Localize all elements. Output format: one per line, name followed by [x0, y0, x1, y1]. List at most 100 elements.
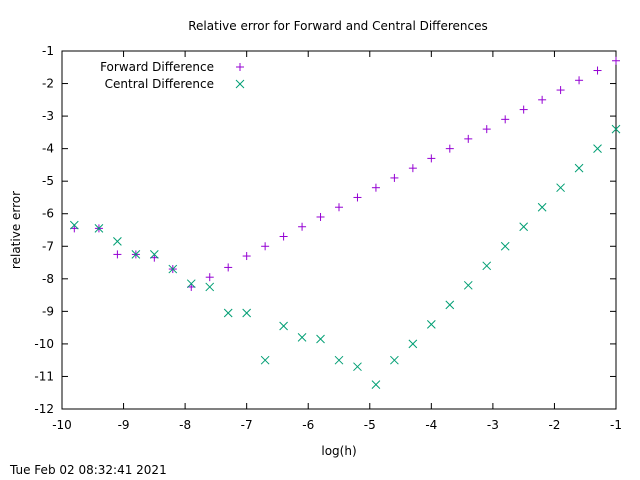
marker-stroke [205, 282, 215, 292]
y-tick-label: -11 [34, 369, 54, 383]
data-point [501, 115, 510, 124]
marker-stroke [235, 79, 245, 89]
data-point [353, 193, 362, 202]
data-point [463, 280, 473, 290]
x-axis-label: log(h) [321, 444, 356, 458]
marker-stroke [149, 250, 159, 259]
marker-stroke [574, 163, 584, 173]
x-tick-label: -8 [179, 418, 191, 432]
marker-stroke [353, 362, 362, 372]
plot-timestamp: Tue Feb 02 08:32:41 2021 [10, 463, 167, 477]
data-point [519, 105, 528, 114]
marker-stroke [131, 250, 141, 259]
data-point [260, 355, 270, 365]
marker-stroke [463, 280, 473, 290]
y-tick-label: -8 [42, 272, 54, 286]
x-tick-label: -5 [364, 418, 376, 432]
y-tick-label: -1 [42, 44, 54, 58]
marker-stroke [69, 220, 79, 230]
data-point [482, 125, 491, 134]
data-point [556, 86, 565, 95]
y-tick-label: -2 [42, 77, 54, 91]
data-point [445, 144, 454, 153]
marker-stroke [611, 124, 621, 134]
marker-stroke [242, 308, 252, 318]
marker-stroke [186, 279, 196, 289]
data-point [482, 261, 492, 271]
marker-stroke [593, 144, 602, 153]
chart-title: Relative error for Forward and Central D… [188, 19, 487, 33]
marker-stroke [279, 321, 288, 331]
data-point [113, 237, 122, 246]
y-tick-label: -5 [42, 174, 54, 188]
data-point [445, 300, 455, 310]
marker-stroke [371, 380, 381, 389]
data-point [612, 56, 620, 65]
y-tick-label: -9 [42, 304, 54, 318]
data-point [279, 321, 288, 331]
marker-stroke [408, 339, 418, 349]
marker-stroke [334, 355, 344, 365]
y-tick-label: -6 [42, 207, 54, 221]
plot-area-border [61, 50, 617, 410]
marker-stroke [390, 355, 399, 365]
data-point [538, 95, 547, 104]
data-point [224, 263, 233, 272]
marker-stroke [297, 333, 307, 342]
marker-stroke [426, 320, 436, 329]
data-point [223, 308, 233, 318]
data-point [168, 264, 178, 274]
legend-marker [235, 79, 245, 89]
data-point [69, 220, 79, 230]
marker-stroke [223, 308, 233, 318]
data-point [611, 124, 621, 134]
data-point [131, 250, 141, 259]
x-tick-label: -2 [548, 418, 560, 432]
marker-stroke [500, 241, 510, 251]
data-point [334, 355, 344, 365]
x-tick-label: -7 [241, 418, 253, 432]
y-axis-label: relative error [9, 191, 23, 269]
x-tick-label: -3 [487, 418, 499, 432]
y-tick-label: -7 [42, 239, 54, 253]
data-point [519, 222, 529, 232]
data-point [500, 241, 510, 251]
data-point [537, 202, 547, 212]
data-point [316, 334, 325, 344]
data-point [556, 183, 565, 193]
data-point [390, 173, 399, 182]
data-point [593, 66, 602, 75]
y-tick-label: -12 [34, 402, 54, 416]
marker-stroke [113, 237, 122, 246]
data-point [94, 224, 104, 233]
marker-stroke [482, 261, 492, 271]
data-point [149, 250, 159, 259]
data-point [593, 144, 602, 153]
data-point [297, 333, 307, 342]
y-tick-label: -3 [42, 109, 54, 123]
x-tick-label: -6 [302, 418, 314, 432]
data-point [242, 252, 251, 261]
legend-label: Forward Difference [100, 60, 214, 74]
x-tick-label: -9 [118, 418, 130, 432]
data-point [408, 339, 418, 349]
data-point [575, 76, 584, 85]
data-points [69, 56, 621, 389]
data-point [427, 154, 436, 163]
marker-stroke [168, 264, 178, 274]
data-point [464, 134, 473, 143]
data-point [261, 242, 270, 251]
data-point [205, 282, 215, 292]
marker-stroke [556, 183, 565, 193]
x-tick-label: -1 [610, 418, 622, 432]
marker-stroke [260, 355, 270, 365]
legend-marker [236, 63, 244, 71]
legend: Forward Difference Central Difference [100, 60, 245, 91]
legend-label: Central Difference [105, 77, 214, 91]
data-point [316, 212, 325, 221]
series-central-difference [69, 124, 621, 389]
x-tick-label: -4 [425, 418, 437, 432]
marker-stroke [94, 224, 104, 233]
data-point [113, 250, 122, 259]
